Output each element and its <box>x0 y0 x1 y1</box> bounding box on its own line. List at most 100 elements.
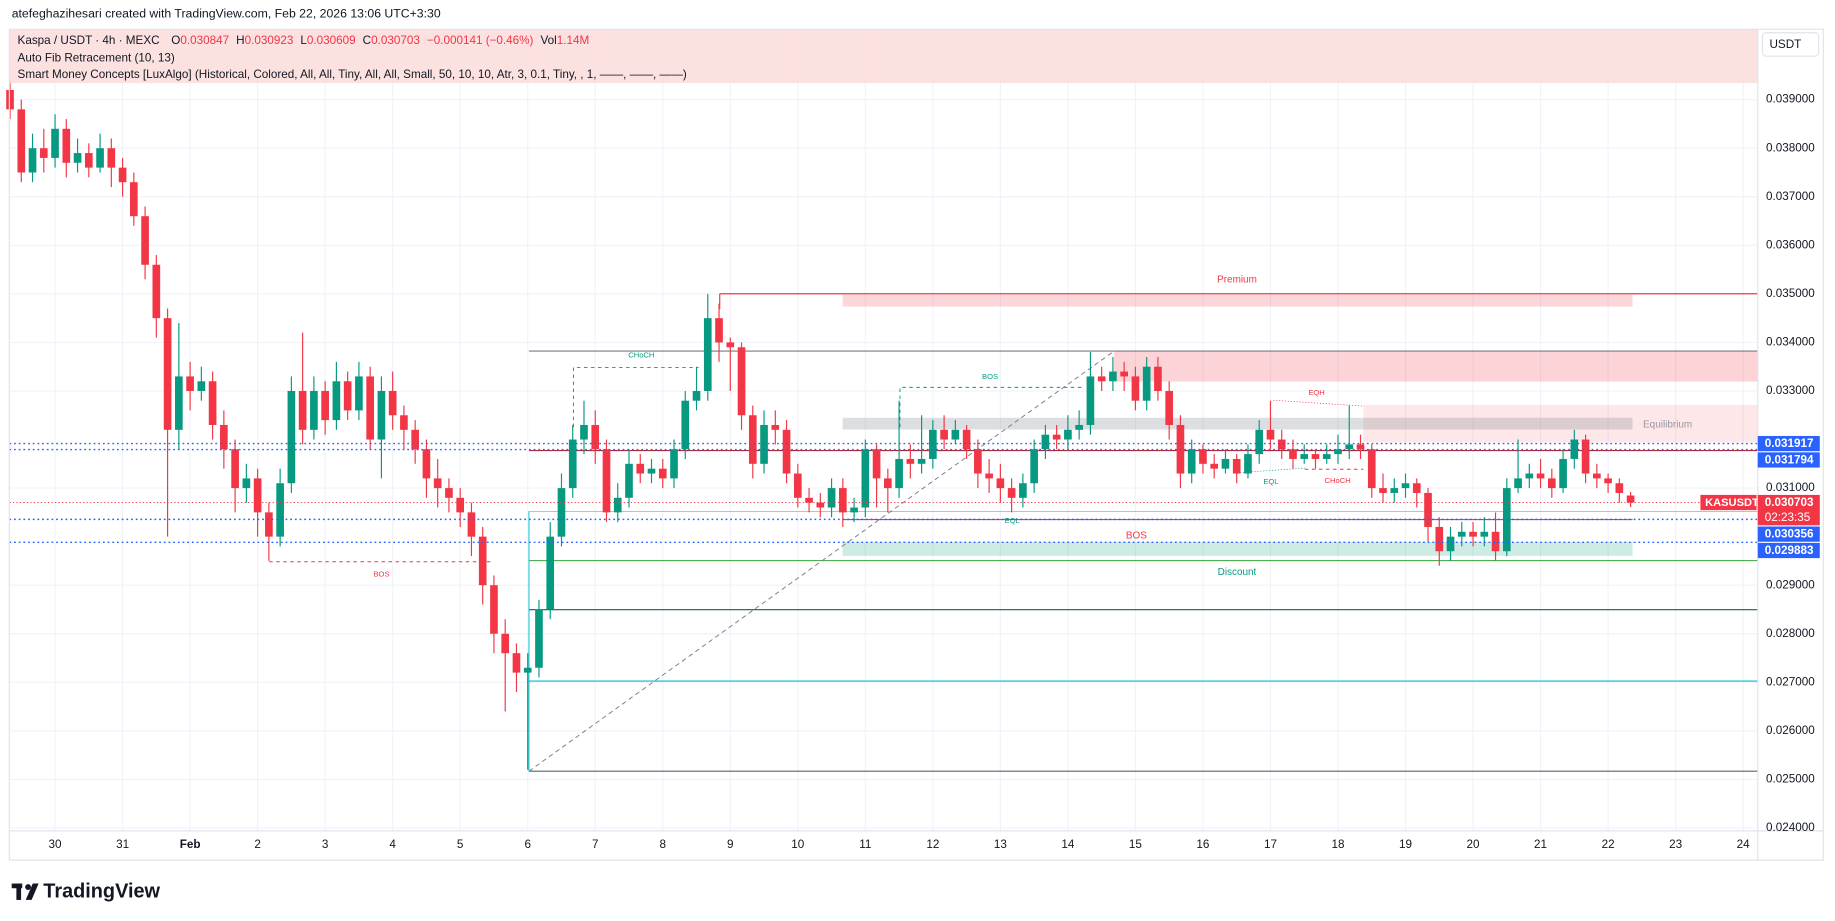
candle-body <box>985 473 993 479</box>
candle-body <box>51 128 59 158</box>
candle-body <box>715 318 723 343</box>
legend-label: H <box>236 34 244 47</box>
legend-label: Vol <box>540 34 556 47</box>
candle-body <box>895 458 903 489</box>
legend-value: 1.14M <box>557 34 589 47</box>
candle-body <box>523 667 532 673</box>
candle-body <box>681 400 690 450</box>
candle-body <box>231 449 239 489</box>
candle-body <box>130 182 138 217</box>
candle-body <box>1593 473 1601 479</box>
candle-body <box>197 381 206 391</box>
y-tick-label: 0.031000 <box>1766 481 1815 494</box>
structure-line <box>899 386 1083 428</box>
y-tick-label: 0.037000 <box>1766 190 1815 203</box>
legend-change: −0.000141 (−0.46%) <box>427 34 534 47</box>
y-tick-label: 0.025000 <box>1766 773 1815 786</box>
candle-body <box>1502 488 1511 552</box>
frame <box>8 28 1824 861</box>
candle-body <box>535 609 543 668</box>
candle-body <box>1367 449 1376 489</box>
candle-body <box>377 390 386 440</box>
legend-symbol: Kaspa / USDT · 4h · MEXC <box>18 34 160 47</box>
candle-body <box>1221 458 1230 469</box>
candle-body <box>1525 473 1534 479</box>
candle-body <box>1086 376 1095 425</box>
candle-body <box>1469 531 1477 537</box>
candle-body <box>580 424 588 440</box>
candle-body <box>152 264 161 319</box>
annotation: EQL <box>1263 477 1278 486</box>
candle-body <box>17 109 26 173</box>
candle-body <box>602 449 611 513</box>
candle-body <box>568 439 577 489</box>
equilibrium-zone <box>842 417 1633 430</box>
candle-body <box>298 390 307 430</box>
candle-body <box>906 458 915 464</box>
x-tick-label: 4 <box>389 838 396 851</box>
candle-body <box>816 502 825 508</box>
candle-body <box>321 390 329 421</box>
legend-band <box>9 29 1758 84</box>
candle-body <box>1019 483 1027 498</box>
candle-body <box>478 536 487 586</box>
candle-body <box>1109 371 1117 382</box>
candle-body <box>456 497 465 513</box>
ticker-tag <box>1700 494 1757 511</box>
candle-body <box>827 488 836 508</box>
candle-body <box>1356 444 1365 450</box>
candle-body <box>422 449 431 479</box>
y-tick-label: 0.033000 <box>1766 384 1815 397</box>
candle-body <box>366 376 374 440</box>
candle-body <box>39 148 48 158</box>
legend-value: 0.030847 <box>180 34 229 47</box>
x-tick-label: 30 <box>49 838 63 851</box>
candle-body <box>670 449 678 479</box>
candle-body <box>501 633 510 654</box>
candle-body <box>28 148 37 173</box>
annotation: Equilibrium <box>1643 419 1692 430</box>
candle-body <box>186 376 194 391</box>
candle-body <box>1345 444 1354 450</box>
candle-body <box>850 507 858 513</box>
legend-value: 0.030923 <box>245 34 294 47</box>
candle-body <box>343 381 352 411</box>
candle-body <box>265 512 273 537</box>
candle-body <box>1424 492 1432 527</box>
candle-body <box>1075 424 1083 430</box>
candle-body <box>771 424 780 430</box>
x-tick-label: 7 <box>592 838 599 851</box>
candle-body <box>625 463 633 498</box>
candle-body <box>1547 478 1556 489</box>
order-block <box>1114 351 1758 382</box>
candle-body <box>748 415 757 464</box>
candle-body <box>1322 454 1331 459</box>
price-tag <box>1757 494 1820 526</box>
price-lines <box>9 442 1758 544</box>
candle-body <box>1581 439 1590 474</box>
candle-body <box>1435 526 1444 552</box>
logo-text: TradingView <box>43 881 160 903</box>
currency[interactable]: USDT <box>1769 38 1801 51</box>
logo: TradingView <box>11 881 161 903</box>
candle-body <box>1030 449 1038 484</box>
candle-body <box>703 318 712 391</box>
x-tick-label: 17 <box>1264 838 1277 851</box>
candle-body <box>861 449 870 508</box>
discount-zone <box>842 541 1633 556</box>
candle-body <box>1390 488 1399 493</box>
candle-body <box>1154 366 1162 391</box>
x-tick-label: 24 <box>1737 838 1751 851</box>
x-tick-label: 12 <box>926 838 939 851</box>
currency-box[interactable] <box>1761 32 1820 57</box>
candle-body <box>692 390 701 401</box>
y-tick-label: 0.027000 <box>1766 675 1815 688</box>
candle-body <box>208 381 217 425</box>
candle-body <box>940 429 948 440</box>
candle-body <box>1457 531 1466 537</box>
candle-body <box>884 478 892 489</box>
candle-body <box>1266 429 1275 440</box>
candle-body <box>1131 376 1140 401</box>
